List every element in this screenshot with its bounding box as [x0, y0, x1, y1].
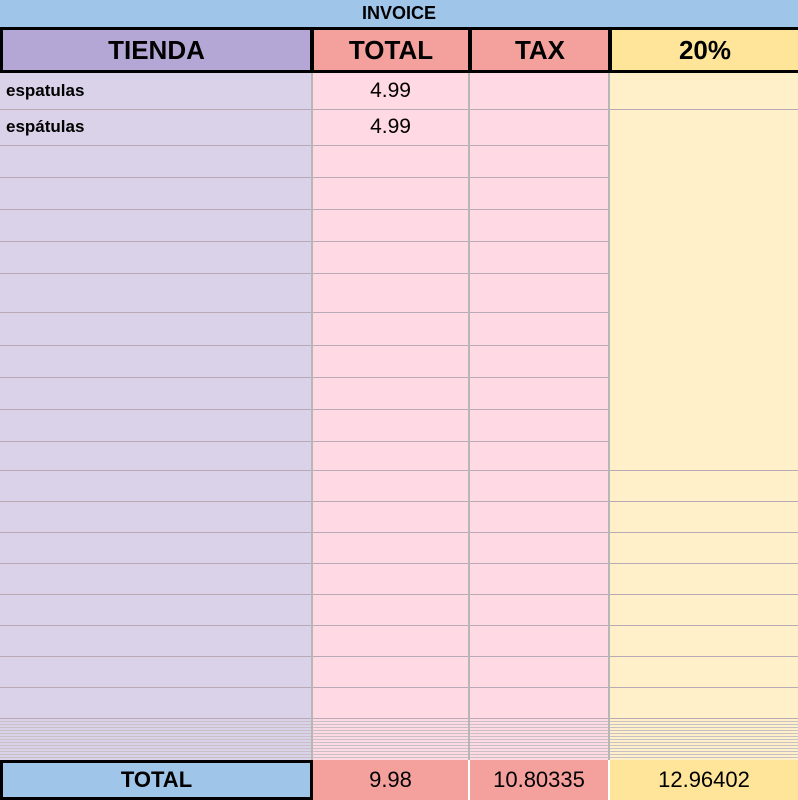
hidden-row-line: [0, 742, 798, 743]
hidden-row-line: [0, 739, 798, 740]
hidden-row-line: [0, 733, 798, 734]
column-fill: [609, 73, 798, 760]
row-line: [0, 312, 609, 313]
row-line: [609, 625, 798, 626]
column-header: 20%: [609, 27, 798, 73]
column-header: TAX: [469, 27, 611, 73]
row-line: [609, 594, 798, 595]
row-line: [0, 273, 609, 274]
row-line: [0, 109, 609, 110]
column-line: [311, 73, 313, 760]
row-line: [0, 409, 609, 410]
total-label: TOTAL: [0, 760, 313, 800]
row-line: [0, 145, 609, 146]
hidden-row-line: [0, 745, 798, 746]
row-line: [609, 109, 798, 110]
row-line: [0, 687, 609, 688]
row-line: [0, 241, 609, 242]
row-line: [0, 718, 609, 719]
tax-value: 10.80335: [470, 760, 608, 800]
row-line: [0, 625, 609, 626]
total-value: 9.98: [313, 760, 468, 800]
row-line: [0, 441, 609, 442]
row-line: [0, 656, 609, 657]
hidden-row-line: [0, 730, 798, 731]
percent-value: 12.96402: [610, 760, 798, 800]
hidden-row-line: [0, 757, 798, 758]
hidden-row-line: [0, 748, 798, 749]
row-line: [0, 470, 609, 471]
item-total: 4.99: [370, 79, 411, 102]
sheet-title: INVOICE: [0, 0, 798, 27]
item-name: espatulas: [6, 81, 85, 100]
row-line: [609, 501, 798, 502]
row-line: [0, 594, 609, 595]
row-line: [0, 345, 609, 346]
column-fill: [0, 73, 311, 760]
row-line: [0, 501, 609, 502]
column-line: [468, 73, 470, 760]
row-line: [0, 177, 609, 178]
item-total: 4.99: [370, 115, 411, 138]
row-line: [0, 209, 609, 210]
row-line: [609, 563, 798, 564]
row-line: [0, 532, 609, 533]
hidden-row-line: [0, 724, 798, 725]
hidden-row-line: [0, 751, 798, 752]
hidden-row-line: [0, 727, 798, 728]
row-line: [609, 532, 798, 533]
hidden-row-line: [0, 736, 798, 737]
column-line: [608, 73, 610, 760]
column-fill: [311, 73, 609, 760]
item-name: espátulas: [6, 117, 85, 136]
row-line: [0, 377, 609, 378]
row-line: [0, 563, 609, 564]
column-header: TIENDA: [0, 27, 313, 73]
row-line: [609, 656, 798, 657]
row-line: [609, 718, 798, 719]
row-line: [609, 687, 798, 688]
hidden-row-line: [0, 721, 798, 722]
column-header: TOTAL: [311, 27, 471, 73]
row-line: [609, 470, 798, 471]
hidden-row-line: [0, 754, 798, 755]
